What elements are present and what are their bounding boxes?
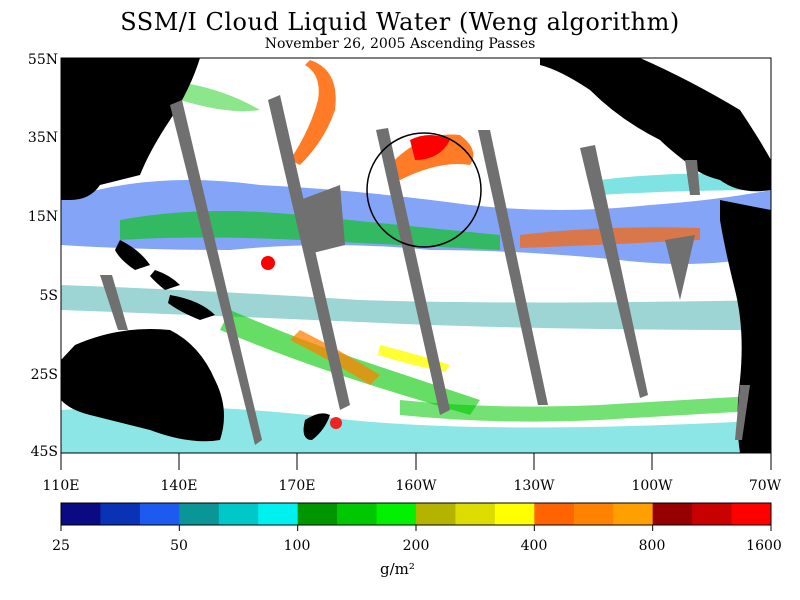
axis-ticks bbox=[60, 452, 772, 470]
south-america-landmass bbox=[720, 200, 771, 453]
colorbar-swatch bbox=[218, 503, 259, 525]
asia-landmass bbox=[61, 58, 200, 200]
colorbar-swatch bbox=[100, 503, 141, 525]
new-zealand-landmass bbox=[303, 413, 330, 440]
colorbar-swatch bbox=[731, 503, 772, 525]
lon-label: 140E bbox=[160, 478, 198, 494]
colorbar bbox=[60, 502, 772, 531]
map-subtitle: November 26, 2005 Ascending Passes bbox=[264, 36, 536, 52]
colorbar-label: 25 bbox=[52, 538, 70, 554]
missing-data-swaths bbox=[100, 95, 750, 445]
colorbar-swatch bbox=[376, 503, 417, 525]
lat-label: 25S bbox=[30, 367, 58, 383]
colorbar-swatch bbox=[692, 503, 733, 525]
australia-landmass bbox=[61, 329, 224, 442]
colorbar-label: 200 bbox=[402, 538, 430, 554]
lon-label: 70W bbox=[748, 478, 782, 494]
lat-label: 5S bbox=[39, 288, 59, 304]
highlight-circle bbox=[366, 132, 482, 248]
colorbar-swatch bbox=[494, 503, 535, 525]
colorbar-label: 800 bbox=[638, 538, 666, 554]
land-masses bbox=[61, 58, 771, 453]
colorbar-label: 50 bbox=[170, 538, 188, 554]
colorbar-label: 400 bbox=[520, 538, 548, 554]
lat-label: 45S bbox=[30, 444, 58, 460]
colorbar-swatch bbox=[416, 503, 456, 525]
colorbar-label: 1600 bbox=[746, 538, 782, 554]
colorbar-swatch bbox=[455, 503, 496, 525]
lat-label: 55N bbox=[27, 52, 58, 68]
colorbar-swatch bbox=[652, 503, 693, 525]
lon-label: 110E bbox=[42, 478, 80, 494]
lon-label: 160W bbox=[395, 478, 437, 494]
lon-label: 170E bbox=[278, 478, 316, 494]
colorbar-swatch bbox=[139, 503, 180, 525]
north-america-landmass bbox=[540, 58, 771, 192]
colorbar-label: 100 bbox=[283, 538, 311, 554]
colorbar-swatch bbox=[297, 503, 338, 525]
colorbar-swatch bbox=[573, 503, 614, 525]
lat-label: 35N bbox=[27, 130, 58, 146]
colorbar-unit: g/m² bbox=[380, 560, 415, 578]
colorbar-swatch bbox=[613, 503, 654, 525]
colorbar-swatch bbox=[61, 503, 101, 525]
lat-label: 15N bbox=[27, 209, 58, 225]
colorbar-swatch bbox=[534, 503, 575, 525]
lon-label: 100W bbox=[631, 478, 673, 494]
colorbar-swatch bbox=[258, 503, 299, 525]
map-title: SSM/I Cloud Liquid Water (Weng algorithm… bbox=[120, 8, 680, 36]
colorbar-swatch bbox=[179, 503, 220, 525]
lon-label: 130W bbox=[513, 478, 555, 494]
colorbar-swatch bbox=[337, 503, 378, 525]
